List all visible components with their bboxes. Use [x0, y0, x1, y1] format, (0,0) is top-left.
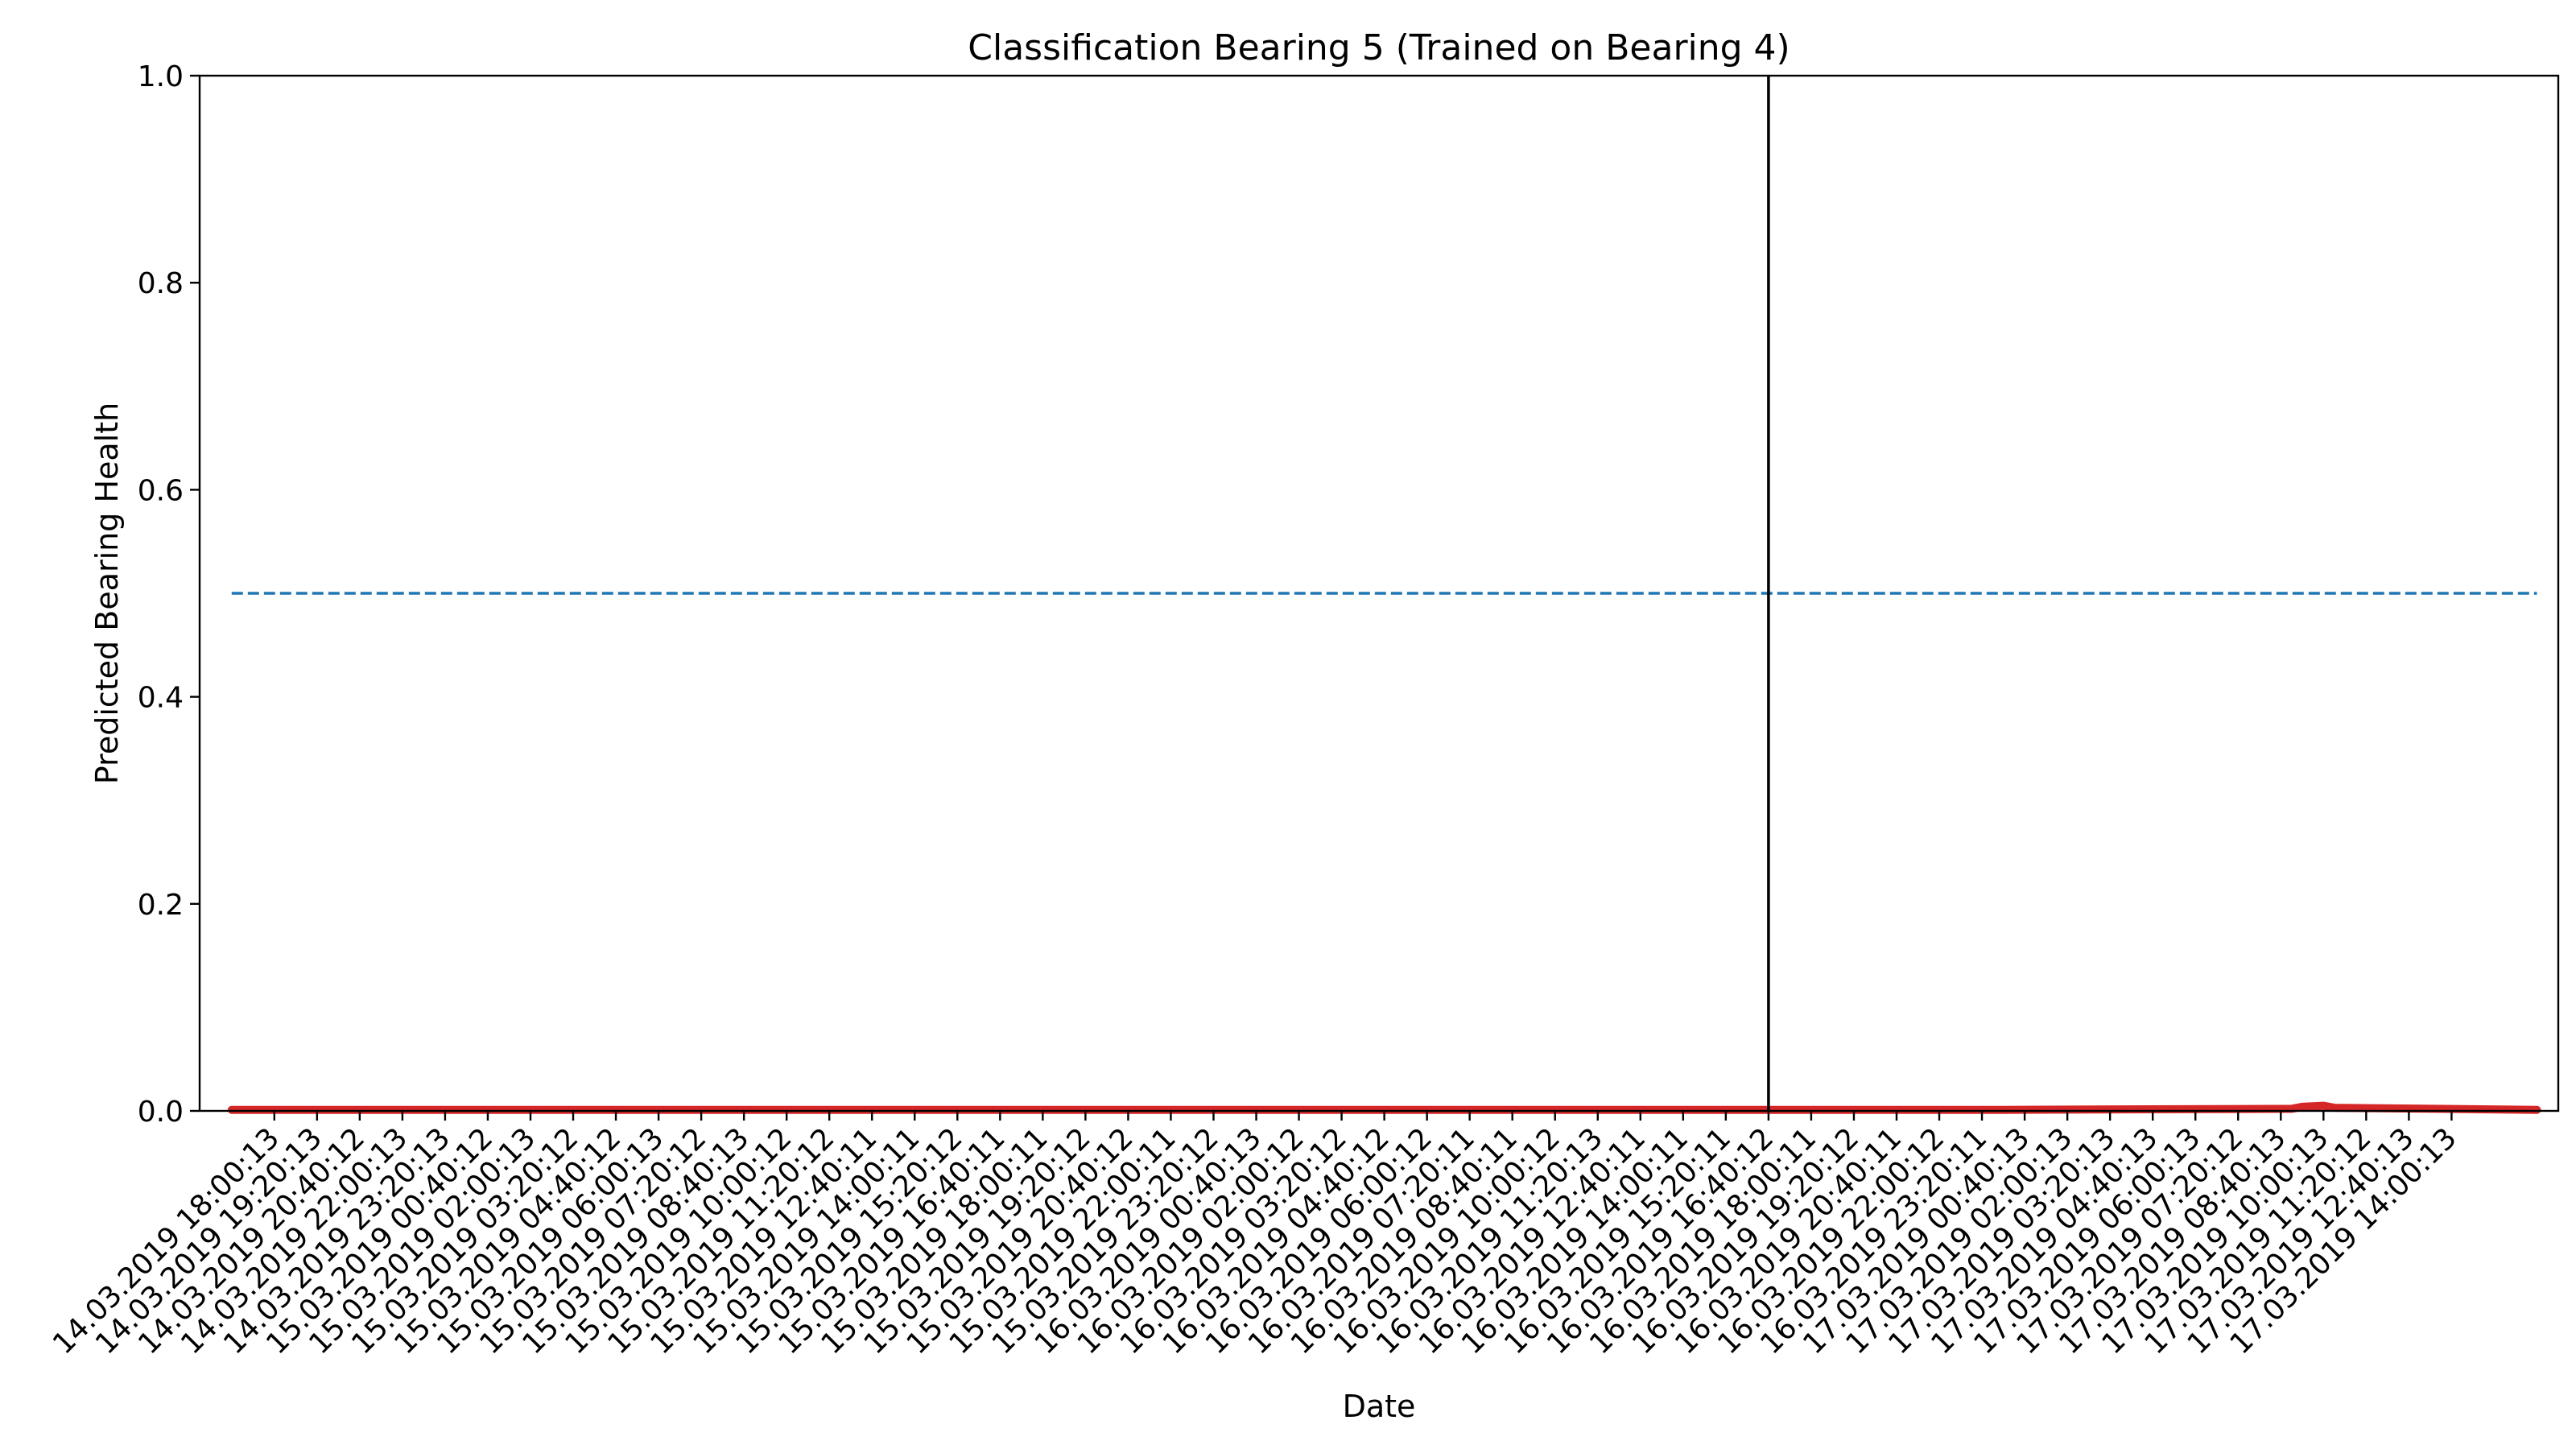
y-axis: 0.0 0.2 0.4 0.6 0.8 1.0	[138, 60, 200, 1129]
y-tick-label: 0.0	[138, 1096, 184, 1129]
y-tick-label: 1.0	[138, 60, 184, 93]
x-axis-label: Date	[1343, 1389, 1416, 1424]
y-tick-label: 0.4	[138, 682, 184, 715]
y-tick-label: 0.2	[138, 889, 184, 922]
y-tick-label: 0.6	[138, 474, 184, 507]
predicted-line	[227, 1101, 2541, 1114]
axes-frame	[198, 74, 2560, 1113]
chart-title: Classification Bearing 5 (Trained on Bea…	[968, 27, 1790, 68]
plot-area	[227, 76, 2541, 1114]
y-axis-label: Predicted Bearing Health	[89, 402, 125, 784]
y-tick-label: 0.8	[138, 267, 184, 300]
